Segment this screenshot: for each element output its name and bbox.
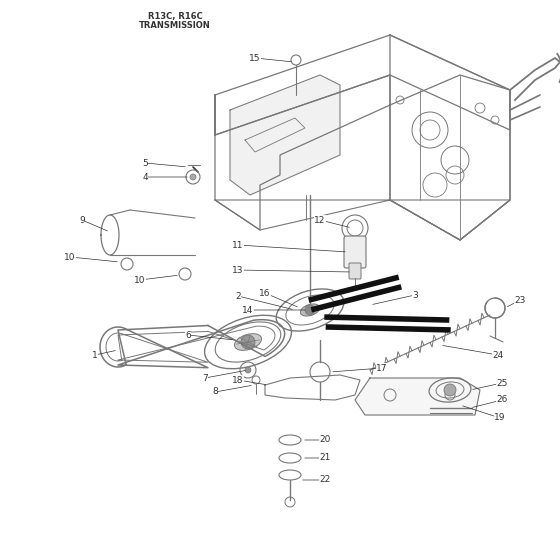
Circle shape: [190, 174, 196, 180]
Text: TRANSMISSION: TRANSMISSION: [139, 21, 211, 30]
FancyBboxPatch shape: [349, 263, 361, 279]
Polygon shape: [230, 75, 340, 195]
Text: 16: 16: [259, 288, 270, 297]
Text: 8: 8: [212, 388, 218, 396]
Text: 4: 4: [142, 172, 148, 181]
Circle shape: [444, 384, 456, 396]
Text: 26: 26: [496, 395, 508, 404]
Circle shape: [241, 335, 255, 349]
Text: 25: 25: [496, 379, 508, 388]
Text: 2: 2: [235, 292, 241, 301]
Circle shape: [245, 367, 251, 373]
Text: 13: 13: [232, 265, 244, 274]
Text: 6: 6: [185, 330, 191, 339]
Text: 12: 12: [314, 216, 326, 225]
Text: 24: 24: [492, 351, 503, 360]
Text: 11: 11: [232, 240, 244, 250]
Text: 22: 22: [319, 475, 330, 484]
Text: 10: 10: [134, 276, 146, 284]
FancyBboxPatch shape: [344, 236, 366, 268]
Circle shape: [305, 305, 315, 315]
Text: 9: 9: [79, 216, 85, 225]
Text: 21: 21: [319, 454, 331, 463]
Polygon shape: [355, 378, 480, 415]
Text: 15: 15: [249, 54, 261, 63]
Text: 19: 19: [494, 413, 506, 422]
Text: 14: 14: [242, 306, 254, 315]
Text: 23: 23: [514, 296, 526, 305]
Text: 10: 10: [64, 253, 76, 262]
Text: 7: 7: [202, 374, 208, 382]
Text: 5: 5: [142, 158, 148, 167]
Text: R13C, R16C: R13C, R16C: [148, 12, 202, 21]
Text: 17: 17: [376, 363, 388, 372]
Text: 18: 18: [232, 376, 244, 385]
Ellipse shape: [235, 334, 262, 351]
Text: 20: 20: [319, 436, 331, 445]
Ellipse shape: [300, 304, 320, 316]
Text: 3: 3: [412, 291, 418, 300]
Text: 1: 1: [92, 351, 98, 360]
